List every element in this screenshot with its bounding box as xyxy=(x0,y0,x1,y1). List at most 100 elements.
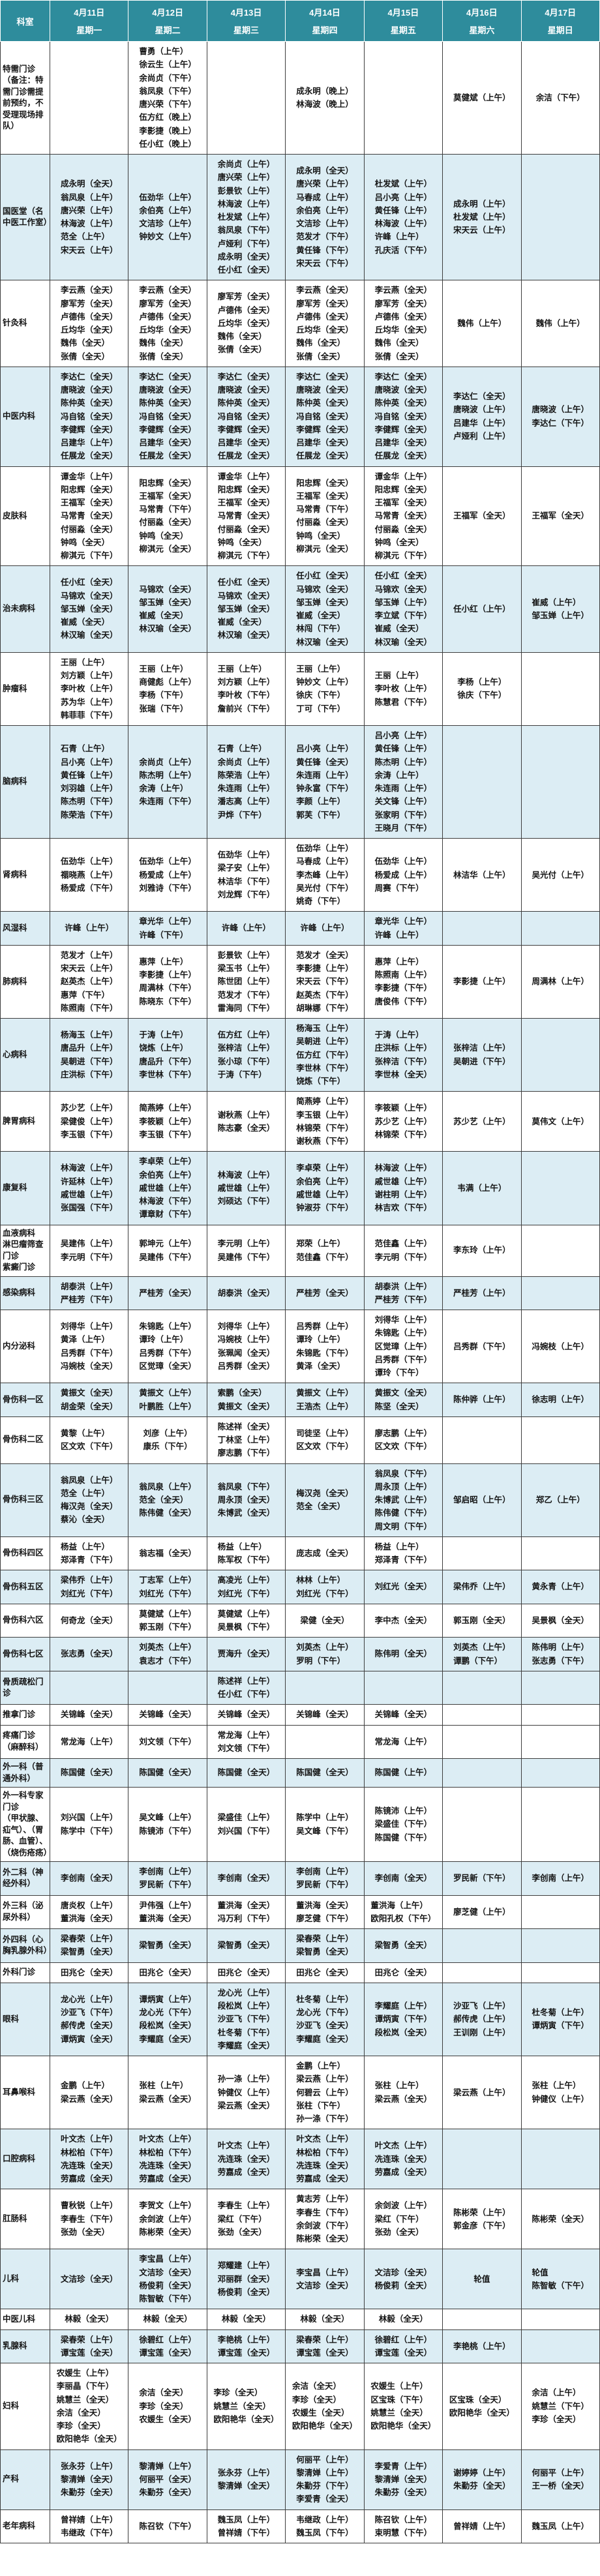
schedule-cell: 苏少艺（上午） 梁健俊（上午） 李玉银（下午） xyxy=(49,1091,129,1152)
schedule-cell: 于涛（上午） 庄洪标（上午） 张梓洁（下午） 李世林（全天） xyxy=(363,1017,443,1092)
schedule-cell: 刘英杰（上午） 袁志才（下午） xyxy=(128,1637,207,1671)
schedule-entry: 谭宝莲（全天） xyxy=(60,2348,118,2358)
schedule-entry: 邹玉婵（上午） xyxy=(374,597,432,607)
schedule-entry: 罗民新（下午） xyxy=(296,1880,353,1890)
schedule-entry: 梁健（全天） xyxy=(300,1615,350,1625)
schedule-entry: 唐品升（上午） xyxy=(60,1043,118,1053)
schedule-entry: 吴朝进（上午） xyxy=(296,1037,353,1047)
schedule-entry: 欧阳艳华（全天） xyxy=(370,2421,436,2431)
schedule-entry: 李珍（全天） xyxy=(139,2401,188,2411)
schedule-entry: 王福军（全天） xyxy=(532,511,590,521)
schedule-entry: 林海波（上午） xyxy=(217,199,275,209)
schedule-entry: 柳淇元（下午） xyxy=(217,551,275,560)
schedule-entry: 劳嘉成（全天） xyxy=(139,2174,196,2183)
schedule-cell: 陈伟明（全天） xyxy=(363,1637,443,1671)
schedule-entry: 尹烨（下午） xyxy=(217,810,267,820)
schedule-cell: 周满林（上午） xyxy=(520,944,600,1019)
schedule-entry: 区宝珠（全天） xyxy=(449,2395,507,2404)
schedule-entry: 钟鸣（全天） xyxy=(296,531,346,541)
schedule-cell: 魏伟（上午） xyxy=(442,280,522,367)
schedule-entry: 谭宝莲（全天） xyxy=(374,2348,432,2358)
schedule-entry: 付丽淼（全天） xyxy=(296,518,353,528)
schedule-entry: 康乐（下午） xyxy=(143,1442,192,1452)
schedule-entry: 苏为华（上午） xyxy=(60,697,118,707)
schedule-entry: 陈彬荣（全天） xyxy=(139,2227,196,2237)
schedule-cell: 黄振文（全天） 陈坚（全天） xyxy=(363,1383,443,1417)
schedule-entry: 谭玲（下午） xyxy=(374,1368,424,1377)
schedule-cell: 唐晓波（上午） 李达仁（下午） xyxy=(520,366,600,467)
schedule-entry: 李玉银（上午） xyxy=(296,1110,353,1120)
schedule-cell: 何奇龙（全天） xyxy=(49,1603,129,1638)
schedule-entry: 黄振文（全天） xyxy=(217,1401,275,1411)
schedule-cell: 廖芝健（上午） xyxy=(442,1895,522,1929)
schedule-entry: 马春成（上午） xyxy=(296,857,353,867)
table-row: 乳腺科 梁春荣（上午） 谭宝莲（全天） 徐碧红（上午） 谭宝莲（全天） 李艳桃（上午… xyxy=(0,2329,600,2363)
schedule-entry: 崔威（全天） xyxy=(217,618,267,627)
department-name: 儿科 xyxy=(0,2249,50,2310)
schedule-cell: 田兆仑（全天） xyxy=(285,1962,365,1983)
schedule-entry: 阳忠辉（全天） xyxy=(217,485,275,494)
schedule-entry: 魏玉凤（下午） xyxy=(296,2528,353,2538)
schedule-entry: 陈荣浩（上午） xyxy=(217,770,275,780)
schedule-entry: 成永明（全天） xyxy=(60,179,118,189)
schedule-entry: 林海波（下午） xyxy=(139,1197,196,1206)
schedule-entry: 王丽（上午） xyxy=(60,657,110,667)
schedule-entry: 郑乙（上午） xyxy=(535,1495,585,1505)
schedule-entry: 任小红（下午） xyxy=(217,1690,275,1699)
schedule-entry: 余尚贞（上午） xyxy=(217,160,275,169)
schedule-cell: 梁春荣（上午） 梁智勇（全天） xyxy=(49,1928,129,1963)
schedule-entry: 余剑波（下午） xyxy=(296,2221,353,2230)
schedule-entry: 陈照南（下午） xyxy=(60,1003,118,1013)
schedule-cell: 梅汉尧（全天） 范全（全天） xyxy=(285,1463,365,1537)
schedule-cell: 徐碧红（上午） 谭宝莲（全天） xyxy=(363,2329,443,2363)
schedule-cell: 关锦峰（全天） xyxy=(363,1704,443,1726)
schedule-entry: 刘文领（下午） xyxy=(139,1737,196,1746)
schedule-cell xyxy=(363,1670,443,1705)
schedule-cell xyxy=(285,1670,365,1705)
schedule-entry: 林汉瑜（全天） xyxy=(60,631,118,640)
schedule-entry: 许峰（上午） xyxy=(222,923,271,933)
schedule-entry: 吕秀群（下午） xyxy=(139,1348,196,1358)
schedule-entry: 杜冬菊（上午） xyxy=(532,2008,590,2018)
schedule-entry: 陈召钦（下午） xyxy=(139,2521,196,2531)
schedule-entry: 严桂芳（下午） xyxy=(60,1295,118,1304)
schedule-entry: 吕小亮（上午） xyxy=(296,744,353,754)
schedule-entry: 吕秀群（上午） xyxy=(296,1322,353,1332)
schedule-entry: 饶炼（上午） xyxy=(139,1043,188,1053)
schedule-entry: 谭金华（上午） xyxy=(60,472,118,481)
schedule-entry: 梁云燕（全天） xyxy=(139,2094,196,2104)
schedule-cell: 李中杰（全天） xyxy=(363,1603,443,1638)
schedule-cell: 于涛（上午） 饶炼（上午） 唐品升（下午） 李世林（下午） xyxy=(128,1017,207,1092)
table-row: 口腔病科 叶文杰（上午） 林松柏（下午） 冼连珠（全天） 劳嘉成（全天） 叶文杰（上午… xyxy=(0,2129,600,2190)
schedule-entry: 钟永富（下午） xyxy=(296,784,353,793)
schedule-entry: 李筱颖（上午） xyxy=(139,1116,196,1126)
schedule-cell: 翁志福（全天） xyxy=(128,1536,207,1571)
table-row: 肺病科 范发才（上午） 宋天云（上午） 赵英杰（上午） 惠萍（下午） 陈照南（下午） 惠… xyxy=(0,944,600,1019)
schedule-entry: 李耀庭（全天） xyxy=(139,2034,196,2044)
schedule-entry: 黄任锋（上午） xyxy=(374,205,432,215)
schedule-cell: 杜发斌（上午） 吕小亮（上午） 黄任锋（上午） 林海波（上午） 许峰（上午） 孔庆活（下午… xyxy=(363,153,443,281)
schedule-entry: 关锦峰（全天） xyxy=(374,1710,432,1720)
schedule-entry: 吕小亮（上午） xyxy=(374,731,432,740)
schedule-cell: 刘英杰（上午） 谭鹏（下午） xyxy=(442,1637,522,1671)
schedule-entry: 唐晓波（全天） xyxy=(139,385,196,395)
schedule-entry: 陈智敏（下午） xyxy=(532,2281,590,2290)
schedule-entry: 谢秋燕（上午） xyxy=(217,1110,275,1120)
schedule-entry: 梁春荣（上午） xyxy=(296,2335,353,2344)
schedule-cell: 吕小亮（上午） 黄任锋（全天） 朱连雨（上午） 钟永富（下午） 李颜（上午） 郭芙（下午） xyxy=(285,725,365,839)
department-name: 乳腺科 xyxy=(0,2329,50,2363)
schedule-entry: 黄任锋（上午） xyxy=(374,744,432,754)
schedule-cell: 余尚贞（上午） 唐兴荣（上午） 彭景钦（上午） 林海波（上午） 杜发斌（上午） 翁凤泉（下… xyxy=(206,153,286,281)
schedule-entry: 姚慧兰（全天） xyxy=(370,2408,428,2418)
schedule-entry: 李耀庭（上午） xyxy=(374,2001,432,2011)
schedule-entry: 曹秋锐（上午） xyxy=(60,2201,118,2211)
schedule-cell: 梁健（全天） xyxy=(285,1603,365,1638)
schedule-cell: 李达仁（全天） 唐晓波（全天） 陈仲英（全天） 冯自铭（全天） 李健辉（全天） 吕建华（全… xyxy=(363,366,443,467)
schedule-entry: 张柱（上午） xyxy=(374,2081,424,2091)
schedule-entry: 魏伟（上午） xyxy=(535,318,585,328)
table-row: 肿瘤科 王丽（上午） 刘方颖（上午） 李叶枚（上午） 苏为华（上午） 韩菲菲（下午） 王… xyxy=(0,651,600,726)
schedule-cell: 简燕婷（上午） 李玉银（上午） 林锦荣（下午） 谢秋燕（下午） xyxy=(285,1091,365,1152)
schedule-entry: 唐兴荣（上午） xyxy=(60,205,118,215)
department-name: 骨伤科五区 xyxy=(0,1570,50,1604)
schedule-entry: 钟鸣（全天） xyxy=(374,537,424,547)
